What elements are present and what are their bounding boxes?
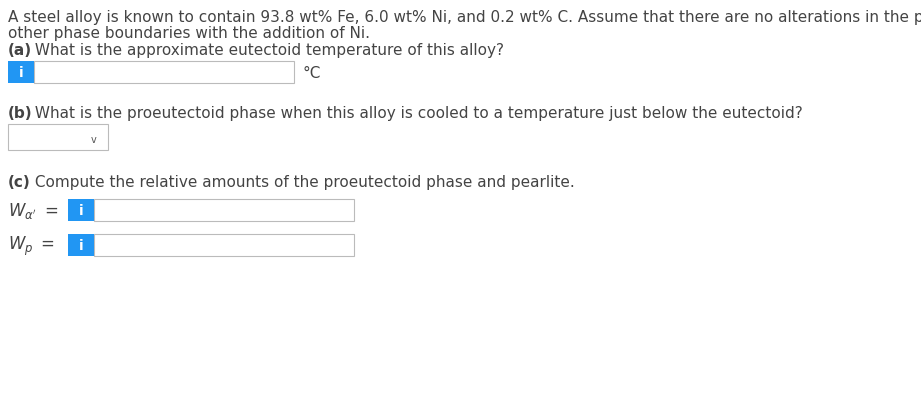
Text: $W_{\alpha'}$ $=$: $W_{\alpha'}$ $=$ [8,200,58,221]
FancyBboxPatch shape [94,235,354,256]
Text: (b): (b) [8,106,32,121]
Text: (a): (a) [8,43,32,58]
Text: What is the proeutectoid phase when this alloy is cooled to a temperature just b: What is the proeutectoid phase when this… [30,106,803,121]
Text: What is the approximate eutectoid temperature of this alloy?: What is the approximate eutectoid temper… [30,43,504,58]
Text: (c): (c) [8,174,30,190]
Text: A steel alloy is known to contain 93.8 wt% Fe, 6.0 wt% Ni, and 0.2 wt% C. Assume: A steel alloy is known to contain 93.8 w… [8,10,921,25]
Text: other phase boundaries with the addition of Ni.: other phase boundaries with the addition… [8,26,370,41]
FancyBboxPatch shape [8,125,108,151]
FancyBboxPatch shape [94,200,354,221]
Text: i: i [78,203,83,217]
FancyBboxPatch shape [68,235,94,256]
Text: i: i [78,239,83,252]
FancyBboxPatch shape [34,62,294,84]
FancyBboxPatch shape [68,200,94,221]
Text: v: v [91,135,97,145]
Text: i: i [18,66,23,80]
Text: °C: °C [302,65,321,80]
FancyBboxPatch shape [8,62,34,84]
Text: $W_{p}$ $=$: $W_{p}$ $=$ [8,234,55,257]
Text: Compute the relative amounts of the proeutectoid phase and pearlite.: Compute the relative amounts of the proe… [30,174,575,190]
